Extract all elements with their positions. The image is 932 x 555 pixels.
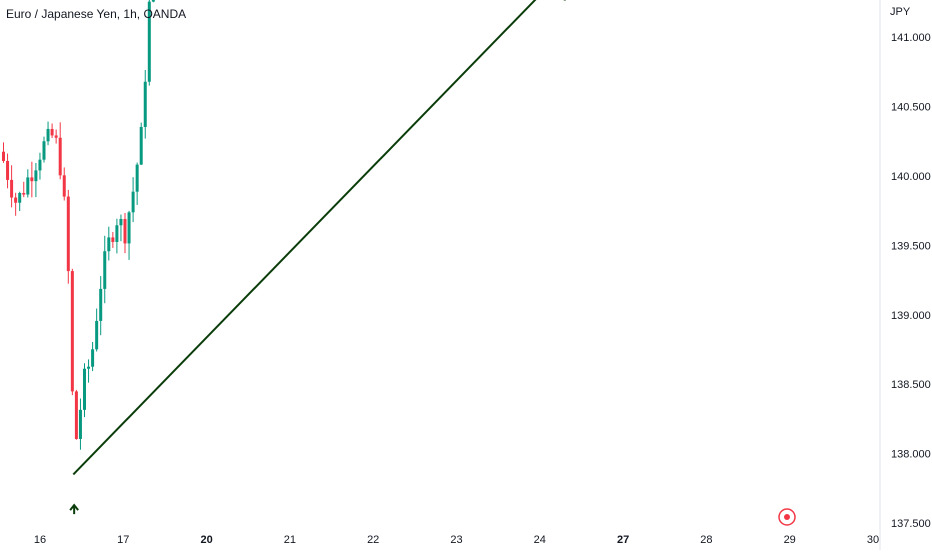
candle-body [87,366,91,369]
y-tick-label: 139.000 [891,310,931,322]
candle-body [6,160,10,180]
candle-body [107,237,111,252]
support-trendline [72,0,537,476]
candle-body [66,196,70,272]
candle-body [151,0,155,2]
y-tick-label: 137.500 [891,518,931,530]
alert-icon-dot [784,514,790,520]
candle-body [42,141,46,160]
y-tick-label: 141.000 [891,32,931,44]
candle-body [34,170,38,182]
candle-body [135,164,139,192]
candle-body [103,251,107,289]
candle-body [10,179,14,198]
candle-body [74,391,78,439]
candle-body [127,212,131,244]
x-tick-label: 27 [617,534,629,546]
y-tick-label: 138.500 [891,379,931,391]
up-arrow-marker [563,0,566,1]
y-tick-label: 140.500 [891,102,931,114]
candle-body [50,128,54,136]
candle-body [83,368,86,410]
x-tick-label: 28 [700,534,712,546]
x-tick-label: 23 [450,534,462,546]
candle-body [26,177,30,195]
candle-body [18,192,22,203]
candle-body [62,175,66,197]
y-tick-label: 140.000 [891,171,931,183]
x-tick-label: 29 [784,534,796,546]
x-tick-label: 20 [200,534,212,546]
currency-label: JPY [890,6,911,18]
candle-body [131,191,135,213]
x-tick-label: 16 [34,534,46,546]
x-tick-label: 24 [534,534,546,546]
candle-body [2,151,5,161]
candle-body [38,159,42,171]
candle-body [91,349,95,367]
candle-body [95,320,99,350]
x-tick-label: 21 [284,534,296,546]
candle-body [22,192,26,195]
candle-body [14,197,18,203]
candle-body [115,225,119,242]
candle-body [54,135,58,138]
x-tick-label: 22 [367,534,379,546]
candle-body [111,237,115,242]
candles [2,0,155,450]
candle-body [30,177,34,182]
y-tick-label: 139.500 [891,240,931,252]
y-tick-label: 138.000 [891,449,931,461]
candle-body [58,137,62,176]
candle-body [147,1,151,82]
up-arrow-marker [69,503,79,515]
candle-body [46,128,50,142]
x-tick-label: 17 [117,534,129,546]
chart-title: Euro / Japanese Yen, 1h, OANDA [6,7,187,21]
candle-body [99,288,103,321]
candle-body [123,218,127,244]
candle-body [78,409,82,439]
candle-body [143,81,147,127]
x-tick-label: 30 [867,534,879,546]
candle-body [70,271,74,392]
candle-body [139,126,143,165]
candle-body [119,218,123,226]
